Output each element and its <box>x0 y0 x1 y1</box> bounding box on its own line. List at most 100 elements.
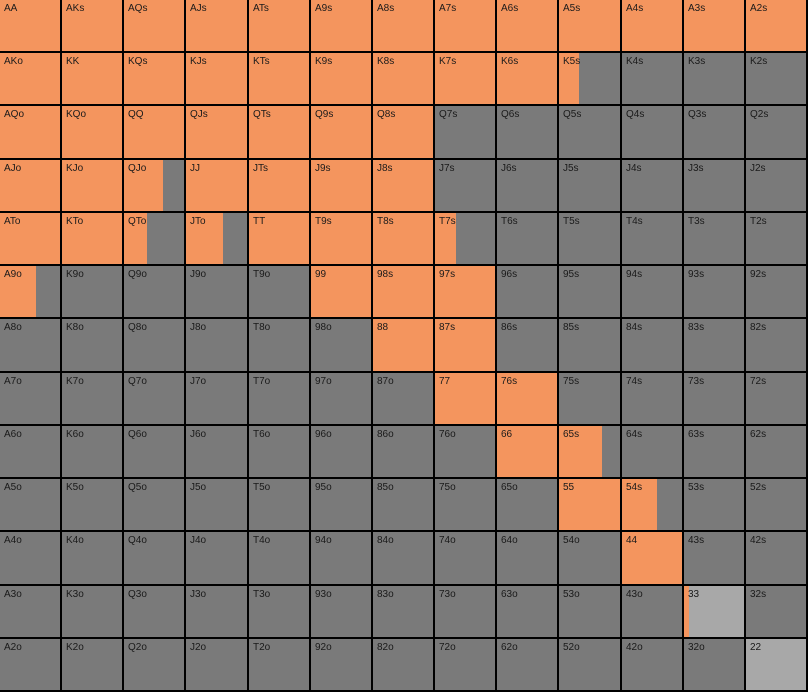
hand-cell[interactable]: 76o <box>435 426 495 477</box>
hand-cell[interactable]: 82o <box>373 639 433 690</box>
hand-cell[interactable]: 52o <box>559 639 620 690</box>
hand-cell[interactable]: 55 <box>559 479 620 530</box>
hand-cell[interactable]: T3s <box>684 213 744 264</box>
hand-cell[interactable]: T9s <box>311 213 371 264</box>
hand-cell[interactable]: 63o <box>497 586 557 637</box>
hand-cell[interactable]: T8s <box>373 213 433 264</box>
hand-cell[interactable]: Q9o <box>124 266 184 317</box>
hand-cell[interactable]: 75o <box>435 479 495 530</box>
hand-cell[interactable]: JJ <box>186 160 247 211</box>
hand-cell[interactable]: 86o <box>373 426 433 477</box>
hand-cell[interactable]: 64s <box>622 426 682 477</box>
hand-cell[interactable]: 93s <box>684 266 744 317</box>
hand-cell[interactable]: K2o <box>62 639 122 690</box>
hand-cell[interactable]: J7o <box>186 373 247 424</box>
hand-cell[interactable]: KK <box>62 53 122 104</box>
hand-cell[interactable]: 32s <box>746 586 806 637</box>
hand-cell[interactable]: J8o <box>186 319 247 371</box>
hand-cell[interactable]: K9s <box>311 53 371 104</box>
hand-cell[interactable]: A4s <box>622 0 682 51</box>
hand-cell[interactable]: 93o <box>311 586 371 637</box>
hand-cell[interactable]: 86s <box>497 319 557 371</box>
hand-cell[interactable]: K4s <box>622 53 682 104</box>
hand-cell[interactable]: T4o <box>249 532 309 584</box>
hand-cell[interactable]: 83o <box>373 586 433 637</box>
hand-cell[interactable]: T5o <box>249 479 309 530</box>
hand-cell[interactable]: AKo <box>0 53 60 104</box>
hand-cell[interactable]: AQs <box>124 0 184 51</box>
hand-cell[interactable]: 62s <box>746 426 806 477</box>
hand-cell[interactable]: Q3s <box>684 106 744 158</box>
hand-cell[interactable]: KTo <box>62 213 122 264</box>
hand-cell[interactable]: A6s <box>497 0 557 51</box>
hand-cell[interactable]: T7s <box>435 213 495 264</box>
hand-cell[interactable]: T8o <box>249 319 309 371</box>
hand-cell[interactable]: 87s <box>435 319 495 371</box>
hand-cell[interactable]: A6o <box>0 426 60 477</box>
hand-cell[interactable]: 66 <box>497 426 557 477</box>
hand-cell[interactable]: JTs <box>249 160 309 211</box>
hand-cell[interactable]: J6o <box>186 426 247 477</box>
hand-cell[interactable]: J7s <box>435 160 495 211</box>
hand-cell[interactable]: 85s <box>559 319 620 371</box>
hand-cell[interactable]: QJo <box>124 160 184 211</box>
hand-cell[interactable]: 54s <box>622 479 682 530</box>
hand-cell[interactable]: 64o <box>497 532 557 584</box>
hand-cell[interactable]: J4o <box>186 532 247 584</box>
hand-cell[interactable]: Q6s <box>497 106 557 158</box>
hand-cell[interactable]: J9o <box>186 266 247 317</box>
hand-cell[interactable]: Q8o <box>124 319 184 371</box>
hand-cell[interactable]: Q3o <box>124 586 184 637</box>
hand-cell[interactable]: T2o <box>249 639 309 690</box>
hand-cell[interactable]: 32o <box>684 639 744 690</box>
hand-cell[interactable]: A8s <box>373 0 433 51</box>
hand-cell[interactable]: T4s <box>622 213 682 264</box>
hand-cell[interactable]: AKs <box>62 0 122 51</box>
hand-cell[interactable]: 92o <box>311 639 371 690</box>
hand-cell[interactable]: 96o <box>311 426 371 477</box>
hand-cell[interactable]: A3s <box>684 0 744 51</box>
hand-cell[interactable]: 96s <box>497 266 557 317</box>
hand-cell[interactable]: K3s <box>684 53 744 104</box>
hand-cell[interactable]: A2o <box>0 639 60 690</box>
hand-cell[interactable]: 42s <box>746 532 806 584</box>
hand-cell[interactable]: Q2s <box>746 106 806 158</box>
hand-cell[interactable]: 76s <box>497 373 557 424</box>
hand-cell[interactable]: K7o <box>62 373 122 424</box>
hand-cell[interactable]: 95s <box>559 266 620 317</box>
hand-cell[interactable]: Q8s <box>373 106 433 158</box>
hand-cell[interactable]: 85o <box>373 479 433 530</box>
hand-cell[interactable]: A9s <box>311 0 371 51</box>
hand-cell[interactable]: 73o <box>435 586 495 637</box>
hand-cell[interactable]: TT <box>249 213 309 264</box>
hand-cell[interactable]: T6s <box>497 213 557 264</box>
hand-cell[interactable]: 82s <box>746 319 806 371</box>
hand-cell[interactable]: 72s <box>746 373 806 424</box>
hand-cell[interactable]: T3o <box>249 586 309 637</box>
hand-cell[interactable]: 95o <box>311 479 371 530</box>
hand-cell[interactable]: J8s <box>373 160 433 211</box>
hand-cell[interactable]: 83s <box>684 319 744 371</box>
hand-cell[interactable]: K8o <box>62 319 122 371</box>
hand-cell[interactable]: 99 <box>311 266 371 317</box>
hand-cell[interactable]: 87o <box>373 373 433 424</box>
hand-cell[interactable]: 73s <box>684 373 744 424</box>
hand-cell[interactable]: 72o <box>435 639 495 690</box>
hand-cell[interactable]: A9o <box>0 266 60 317</box>
hand-cell[interactable]: KJs <box>186 53 247 104</box>
hand-cell[interactable]: 53s <box>684 479 744 530</box>
hand-cell[interactable]: KTs <box>249 53 309 104</box>
hand-cell[interactable]: QJs <box>186 106 247 158</box>
hand-cell[interactable]: J3o <box>186 586 247 637</box>
hand-cell[interactable]: J3s <box>684 160 744 211</box>
hand-cell[interactable]: AA <box>0 0 60 51</box>
hand-cell[interactable]: 63s <box>684 426 744 477</box>
hand-cell[interactable]: A5s <box>559 0 620 51</box>
hand-cell[interactable]: A7o <box>0 373 60 424</box>
hand-cell[interactable]: A2s <box>746 0 806 51</box>
hand-cell[interactable]: K5s <box>559 53 620 104</box>
hand-cell[interactable]: K5o <box>62 479 122 530</box>
hand-cell[interactable]: QTo <box>124 213 184 264</box>
hand-cell[interactable]: A3o <box>0 586 60 637</box>
hand-cell[interactable]: 77 <box>435 373 495 424</box>
